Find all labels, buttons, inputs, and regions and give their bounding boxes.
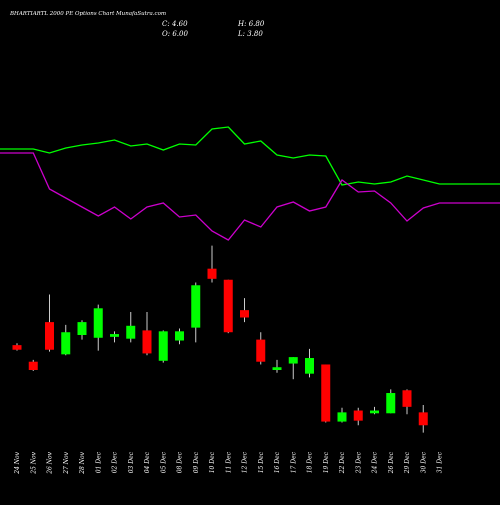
x-tick-label: 24 Dec [372,451,379,474]
candle [402,389,412,415]
x-tick-label: 11 Dec [225,451,232,473]
candle [93,304,103,351]
x-tick-label: 29 Dec [404,451,411,474]
candle-body [256,339,266,362]
x-tick-label: 01 Dec [95,451,102,473]
candle-body [61,332,71,355]
candle [272,359,282,373]
x-tick-label: 09 Dec [193,451,200,473]
candle [77,320,87,340]
x-tick-label: 26 Dec [388,451,395,474]
candle [288,357,298,380]
candle-body [175,331,184,341]
x-tick-label: 31 Dec [437,451,444,473]
candle-body [337,412,347,422]
candles [12,245,428,433]
x-tick-label: 10 Dec [209,451,216,473]
candle [321,364,331,423]
x-tick-label: 02 Dec [112,451,119,473]
candle-body [45,322,54,350]
candle-body [305,358,314,374]
candle [126,311,136,343]
candle-body [353,410,363,421]
candle-body [418,412,428,426]
x-tick-label: 19 Dec [323,451,330,473]
candle-body [110,334,119,337]
candle [386,389,396,414]
candle [337,407,347,423]
candle [418,405,428,433]
candle-body [288,357,298,364]
candle [370,406,379,415]
x-tick-label: 24 Nov [14,451,21,474]
chart-title: BHARTIARTL 2000 PE Options Chart MunafaS… [9,11,166,17]
x-tick-label: 23 Dec [355,451,362,474]
candle [45,294,54,352]
candle [110,331,119,343]
candle-body [126,325,136,339]
high-readout: H: 6.80 [237,20,265,28]
candle [142,311,152,356]
x-tick-label: 30 Dec [420,451,427,473]
x-tick-label: 26 Nov [47,451,54,474]
x-tick-label: 04 Dec [144,451,151,473]
candle [240,298,249,323]
x-tick-label: 28 Nov [79,451,86,474]
open-readout: O: 6.00 [162,30,188,38]
candle-body [77,322,87,335]
candle-body [158,331,168,361]
x-tick-label: 16 Dec [274,451,281,473]
candle [12,343,22,351]
indicator-line-1 [0,126,500,186]
candle-body [223,279,233,333]
x-tick-label: 15 Dec [258,451,265,473]
candle-body [402,390,412,407]
candle [223,279,233,334]
candle-body [12,345,22,350]
candle-body [386,393,396,414]
x-tick-label: 03 Dec [128,451,135,473]
candle-body [28,361,38,370]
x-tick-label: 27 Nov [63,451,70,474]
x-tick-label: 22 Dec [339,451,346,474]
candle [191,282,201,343]
candle-body [142,330,152,354]
low-readout: L: 3.80 [237,30,263,38]
candle-body [93,308,103,338]
candle [207,245,217,283]
candle [305,348,314,378]
close-readout: C: 4.60 [162,20,188,28]
candle-body [191,285,201,328]
candle [256,332,266,365]
candle-body [240,310,249,318]
indicator-line-2 [0,152,500,241]
x-tick-label: 12 Dec [242,451,249,473]
candle-body [207,268,217,279]
indicator-lines [0,126,500,241]
x-tick-label: 18 Dec [307,451,314,473]
x-tick-label: 08 Dec [177,451,184,473]
candle [28,359,38,371]
x-axis-ticks: 24 Nov 25 Nov 26 Nov 27 Nov 28 Nov 01 Dec 02 D… [14,451,444,474]
x-tick-label: 25 Nov [30,451,37,474]
candle [158,330,168,363]
candle-body [370,410,379,414]
candle [353,407,363,426]
x-tick-label: 17 Dec [290,451,297,473]
candle [175,328,184,345]
candle-body [321,364,331,422]
x-tick-label: 05 Dec [160,451,167,473]
candle-body [272,367,282,370]
candle [61,324,71,356]
